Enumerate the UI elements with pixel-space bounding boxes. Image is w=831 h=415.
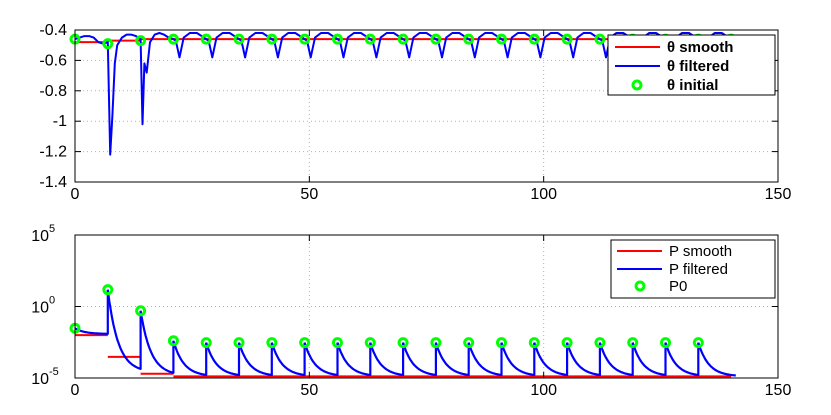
p-filtered-segment: [664, 342, 700, 377]
theta-legend-initial-marker: [631, 79, 643, 91]
p-ytick-label-exponent: 0: [49, 295, 55, 307]
theta-ticks: 0 50 100 150 -1.4 -1.2 -1 -0.8 -0.6 -0.4: [39, 22, 791, 203]
p-filtered-segment: [106, 289, 142, 370]
theta-initial-marker: [167, 33, 179, 45]
theta-legend-filtered-label: θ filtered: [667, 58, 729, 75]
p-filtered-segment: [566, 342, 601, 377]
theta-xtick-label: 0: [71, 186, 80, 203]
p-filtered-segment: [205, 342, 241, 377]
p-filtered-segment: [336, 342, 372, 377]
p-ytick-label-exponent: -5: [49, 366, 59, 378]
p-xtick-label: 50: [300, 382, 318, 399]
p-filtered-segment: [270, 342, 306, 377]
p-legend-p0-label: P0: [669, 278, 687, 295]
theta-ytick-label: -0.6: [39, 52, 67, 69]
theta-axes-box: [74, 29, 779, 183]
p-initial-marker: [102, 284, 114, 296]
theta-initial-marker: [463, 33, 475, 45]
p-initial-marker: [627, 337, 639, 349]
p-initial-marker: [495, 337, 507, 349]
p-ytick-label: 10: [31, 228, 49, 245]
p-initial-marker: [397, 337, 409, 349]
theta-initial-marker: [397, 33, 409, 45]
theta-initial-marker: [364, 33, 376, 45]
theta-grid: [75, 30, 778, 182]
p-initial-marker: [561, 337, 573, 349]
p-legend: P smooth P filtered P0: [610, 239, 776, 299]
p-ytick-label-exponent: 5: [49, 223, 55, 235]
p-initial-marker: [430, 337, 442, 349]
p-filtered-segment: [139, 310, 175, 374]
theta-initial-marker: [528, 33, 540, 45]
theta-legend: θ smooth θ filtered θ initial: [607, 34, 776, 96]
theta-xtick-label: 100: [530, 186, 557, 203]
p-filtered-segment: [598, 342, 634, 377]
p-initial-marker: [200, 337, 212, 349]
theta-initial-marker: [233, 33, 245, 45]
theta-initial-marker: [135, 35, 147, 47]
theta-xtick-label: 50: [300, 186, 318, 203]
theta-initial-marker: [495, 33, 507, 45]
p-filtered-segment: [303, 342, 339, 377]
p-filtered-segment: [467, 342, 503, 377]
p-legend-smooth-label: P smooth: [669, 243, 732, 260]
p-initial-marker: [331, 337, 343, 349]
theta-initial-marker: [102, 38, 114, 50]
p-initial-marker: [135, 305, 147, 317]
p-initial-marker: [233, 337, 245, 349]
theta-initial-marker: [561, 33, 573, 45]
p-filtered-segment: [237, 342, 273, 377]
p-initial-marker: [299, 337, 311, 349]
theta-initial-marker: [430, 33, 442, 45]
p-filtered-segment: [369, 342, 405, 377]
theta-initial-marker: [266, 33, 278, 45]
p-filtered-segment: [434, 342, 470, 377]
theta-ytick-label: -1: [53, 113, 67, 130]
p-ytick-label: 10: [31, 371, 49, 388]
p-initial-marker: [660, 337, 672, 349]
theta-initial-marker: [299, 33, 311, 45]
theta-xtick-label: 150: [765, 186, 792, 203]
p-initial-marker: [167, 335, 179, 347]
p-initial-marker: [364, 337, 376, 349]
theta-ytick-label: -1.2: [39, 144, 67, 161]
p-initial-marker: [692, 337, 704, 349]
p-initial-marker: [463, 337, 475, 349]
p-legend-p0-marker: [634, 280, 646, 292]
p-xtick-label: 0: [71, 382, 80, 399]
p-initial-marker: [266, 337, 278, 349]
p-filtered-segment: [500, 342, 536, 377]
theta-plot: 0 50 100 150 -1.4 -1.2 -1 -0.8 -0.6 -0.4 θ smooth…: [39, 22, 791, 203]
theta-ytick-label: -0.8: [39, 83, 67, 100]
p-data-layer: [69, 284, 736, 378]
p-filtered-segment: [74, 289, 109, 335]
p-initial-marker: [594, 337, 606, 349]
theta-ytick-label: -1.4: [39, 174, 67, 191]
p-filtered-segment: [697, 342, 736, 377]
theta-legend-smooth-label: θ smooth: [667, 39, 733, 56]
p-filtered-segment: [172, 340, 208, 376]
p-filtered-segment: [631, 342, 667, 377]
theta-legend-initial-label: θ initial: [667, 77, 718, 94]
theta-initial-marker: [200, 33, 212, 45]
theta-initial-marker: [594, 33, 606, 45]
p-filtered-segment: [402, 342, 437, 377]
p-initial-marker: [528, 337, 540, 349]
p-xtick-label: 100: [530, 382, 557, 399]
theta-initial-marker: [331, 33, 343, 45]
p-ytick-label: 10: [31, 300, 49, 317]
theta-ytick-label: -0.4: [39, 22, 67, 39]
p-xtick-label: 150: [765, 382, 792, 399]
p-filtered-segment: [533, 342, 569, 377]
p-legend-filtered-label: P filtered: [669, 261, 728, 278]
